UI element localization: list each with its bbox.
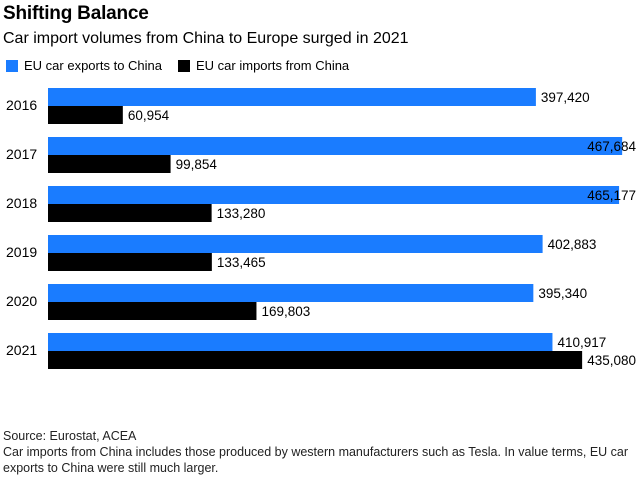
- data-label-imports-2019: 133,465: [217, 255, 266, 270]
- legend-label-imports: EU car imports from China: [196, 58, 350, 73]
- data-label-exports-2019: 402,883: [548, 237, 597, 252]
- source-note: Source: Eurostat, ACEA: [3, 429, 137, 443]
- bar-exports-2018: [48, 186, 620, 204]
- data-label-exports-2020: 395,340: [538, 286, 587, 301]
- legend-swatch-exports: [6, 59, 18, 72]
- bar-exports-2020: [48, 284, 534, 302]
- data-label-imports-2017: 99,854: [176, 157, 218, 172]
- bar-chart: 2016 397,420 60,954 2017 467,684 99,854 2018 46…: [6, 88, 636, 369]
- legend-label-exports: EU car exports to China: [24, 58, 163, 73]
- data-label-exports-2017: 467,684: [587, 139, 636, 154]
- chart-title: Shifting Balance: [3, 3, 149, 24]
- data-label-imports-2020: 169,803: [261, 304, 310, 319]
- bar-imports-2019: [48, 253, 212, 271]
- chart-subtitle: Car import volumes from China to Europe …: [3, 30, 409, 47]
- footnote: Car imports from China includes those pr…: [3, 445, 629, 475]
- bar-exports-2019: [48, 235, 543, 253]
- data-label-exports-2018: 465,177: [587, 188, 636, 203]
- category-label-2019: 2019: [6, 244, 37, 260]
- bar-imports-2020: [48, 302, 257, 320]
- bar-exports-2016: [48, 88, 536, 106]
- bar-imports-2016: [48, 106, 123, 124]
- data-label-imports-2016: 60,954: [128, 108, 170, 123]
- data-label-imports-2021: 435,080: [587, 353, 636, 368]
- legend-swatch-imports: [178, 59, 191, 72]
- category-label-2016: 2016: [6, 97, 37, 113]
- category-label-2021: 2021: [6, 342, 37, 358]
- data-label-exports-2021: 410,917: [557, 335, 606, 350]
- bar-imports-2017: [48, 155, 171, 173]
- chart-footer: Source: Eurostat, ACEA Car imports from …: [3, 428, 633, 476]
- legend-item-imports: EU car imports from China: [178, 58, 349, 73]
- bar-imports-2021: [48, 351, 583, 369]
- bar-exports-2021: [48, 333, 553, 351]
- category-label-2017: 2017: [6, 146, 37, 162]
- data-label-imports-2018: 133,280: [217, 206, 266, 221]
- bar-imports-2018: [48, 204, 212, 222]
- category-label-2020: 2020: [6, 293, 37, 309]
- chart-legend: EU car exports to China EU car imports f…: [6, 58, 365, 73]
- data-label-exports-2016: 397,420: [541, 90, 590, 105]
- bar-exports-2017: [48, 137, 623, 155]
- category-label-2018: 2018: [6, 195, 37, 211]
- legend-item-exports: EU car exports to China: [6, 58, 162, 73]
